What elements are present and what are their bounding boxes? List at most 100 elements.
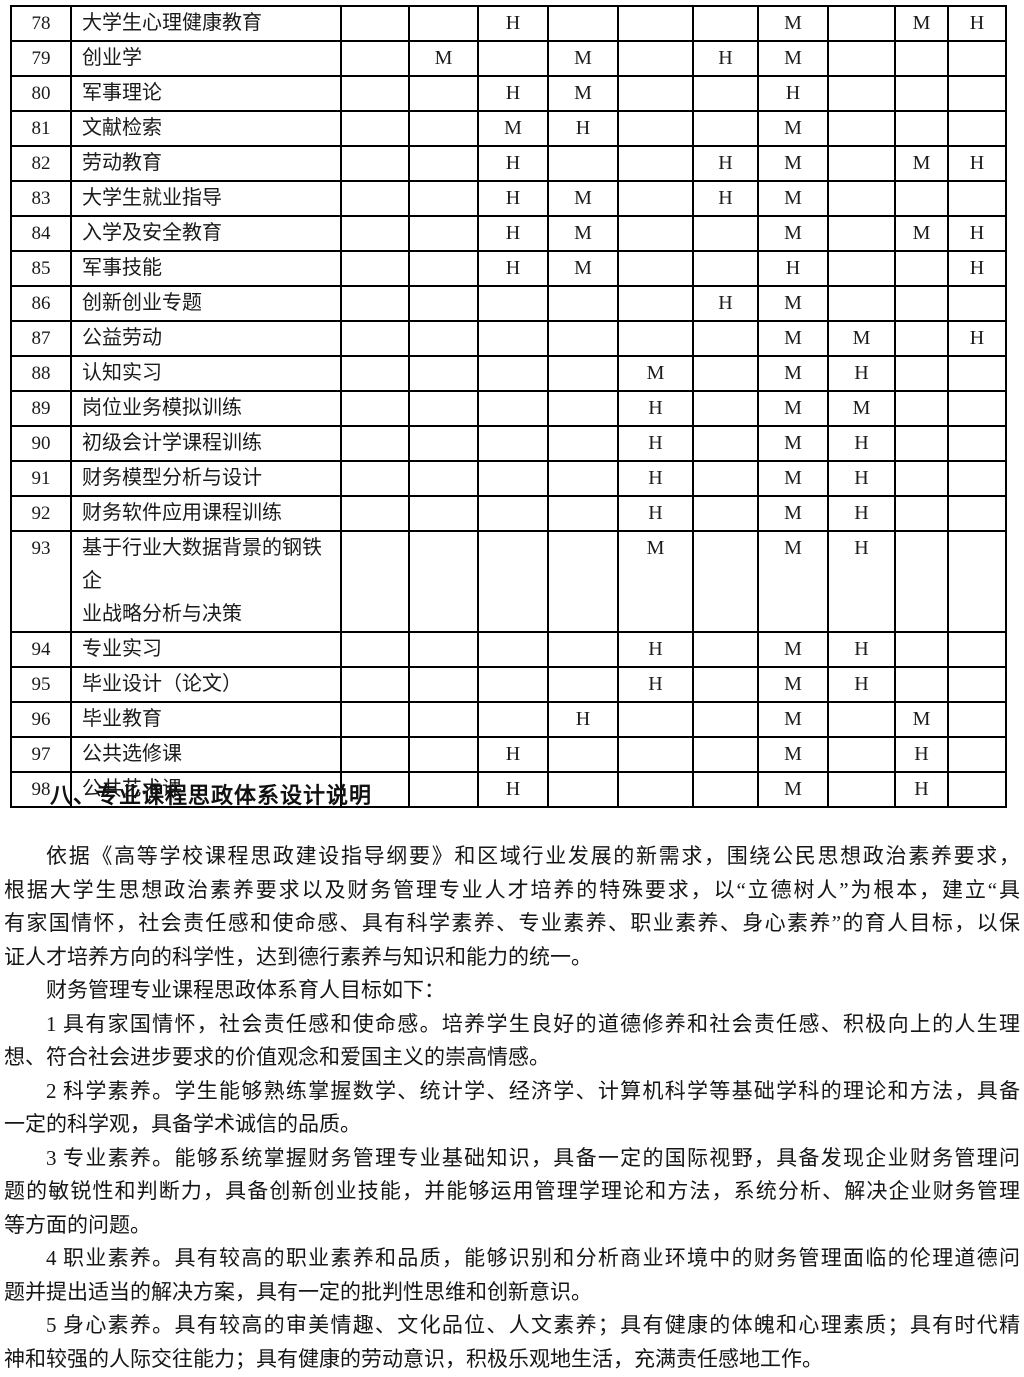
matrix-mark-cell xyxy=(340,320,410,357)
matrix-mark-cell xyxy=(617,40,694,77)
matrix-mark-cell xyxy=(408,460,479,497)
course-name-cell: 基于行业大数据背景的钢铁企 业战略分析与决策 xyxy=(70,530,342,633)
matrix-mark-cell xyxy=(894,75,949,112)
matrix-mark-cell xyxy=(617,180,694,217)
matrix-mark-cell: M xyxy=(547,180,619,217)
row-number-cell: 86 xyxy=(10,285,72,322)
matrix-mark-cell: H xyxy=(692,285,759,322)
row-number-cell: 91 xyxy=(10,460,72,497)
matrix-mark-cell xyxy=(408,180,479,217)
matrix-mark-cell xyxy=(340,701,410,738)
matrix-mark-cell: H xyxy=(477,215,549,252)
matrix-mark-cell: M xyxy=(827,320,896,357)
matrix-mark-cell xyxy=(477,40,549,77)
matrix-mark-cell xyxy=(340,666,410,703)
table-row: 90 初级会计学课程训练 H M H xyxy=(10,425,1007,462)
matrix-mark-cell xyxy=(340,355,410,392)
matrix-mark-cell xyxy=(617,771,694,808)
matrix-mark-cell xyxy=(408,250,479,287)
matrix-mark-cell xyxy=(692,495,759,532)
table-row: 89 岗位业务模拟训练 H M M xyxy=(10,390,1007,427)
matrix-mark-cell: H xyxy=(827,631,896,668)
matrix-mark-cell xyxy=(617,701,694,738)
course-name-cell: 毕业教育 xyxy=(70,701,342,738)
table-row: 92 财务软件应用课程训练 H M H xyxy=(10,495,1007,532)
matrix-mark-cell: M xyxy=(757,145,829,182)
matrix-mark-cell xyxy=(477,631,549,668)
table-row: 87 公益劳动 M M H xyxy=(10,320,1007,357)
matrix-mark-cell: M xyxy=(547,75,619,112)
matrix-mark-cell xyxy=(894,285,949,322)
matrix-mark-cell: M xyxy=(757,425,829,462)
matrix-mark-cell xyxy=(547,425,619,462)
table-row: 93 基于行业大数据背景的钢铁企 业战略分析与决策 M M H xyxy=(10,530,1007,633)
row-number-cell: 97 xyxy=(10,736,72,773)
body-text-line: 想、符合社会进步要求的价值观念和爱国主义的崇高情感。 xyxy=(4,1045,550,1069)
body-text-line: 1 具有家国情怀，社会责任感和使命感。培养学生良好的道德修养和社会责任感、积极向… xyxy=(46,1011,1020,1036)
matrix-mark-cell: H xyxy=(947,250,1007,287)
matrix-mark-cell xyxy=(477,390,549,427)
matrix-mark-cell xyxy=(692,390,759,427)
table-row: 86 创新创业专题 H M xyxy=(10,285,1007,322)
matrix-mark-cell xyxy=(408,215,479,252)
course-name-cell: 财务模型分析与设计 xyxy=(70,460,342,497)
matrix-mark-cell xyxy=(547,631,619,668)
matrix-mark-cell xyxy=(692,701,759,738)
matrix-mark-cell xyxy=(827,701,896,738)
matrix-mark-cell: H xyxy=(477,145,549,182)
matrix-mark-cell: H xyxy=(947,215,1007,252)
table-row: 91 财务模型分析与设计 H M H xyxy=(10,460,1007,497)
body-text-line: 有家国情怀，社会责任感和使命感、具有科学素养、专业素养、职业素养、身心素养”的育… xyxy=(4,911,1020,935)
matrix-mark-cell xyxy=(408,666,479,703)
course-name-cell: 创新创业专题 xyxy=(70,285,342,322)
table-row: 85 军事技能 H M H H xyxy=(10,250,1007,287)
matrix-mark-cell xyxy=(408,701,479,738)
body-text-line: 4 职业素养。具有较高的职业素养和品质，能够识别和分析商业环境中的财务管理面临的… xyxy=(46,1246,1020,1270)
row-number-cell: 92 xyxy=(10,495,72,532)
matrix-mark-cell xyxy=(340,530,410,633)
matrix-mark-cell xyxy=(617,110,694,147)
section-body: 依据《高等学校课程思政建设指导纲要》和区域行业发展的新需求，围绕公民思想政治素养… xyxy=(4,840,1020,1376)
matrix-mark-cell: H xyxy=(827,460,896,497)
matrix-mark-cell: M xyxy=(757,390,829,427)
table-row: 79 创业学 M M H M xyxy=(10,40,1007,77)
matrix-mark-cell xyxy=(408,495,479,532)
course-name-cell: 劳动教育 xyxy=(70,145,342,182)
matrix-mark-cell: M xyxy=(894,145,949,182)
matrix-mark-cell xyxy=(340,145,410,182)
matrix-mark-cell: H xyxy=(477,5,549,42)
matrix-mark-cell xyxy=(827,215,896,252)
matrix-mark-cell xyxy=(617,285,694,322)
matrix-mark-cell xyxy=(827,771,896,808)
matrix-mark-cell xyxy=(408,110,479,147)
matrix-mark-cell xyxy=(947,40,1007,77)
row-number-cell: 83 xyxy=(10,180,72,217)
matrix-mark-cell xyxy=(827,250,896,287)
table-row: 83 大学生就业指导 H M H M xyxy=(10,180,1007,217)
course-name-cell: 大学生心理健康教育 xyxy=(70,5,342,42)
matrix-mark-cell: H xyxy=(617,460,694,497)
matrix-mark-cell xyxy=(827,110,896,147)
matrix-mark-cell: H xyxy=(477,771,549,808)
course-name-cell: 专业实习 xyxy=(70,631,342,668)
matrix-mark-cell: M xyxy=(757,736,829,773)
matrix-mark-cell xyxy=(408,285,479,322)
matrix-mark-cell xyxy=(547,390,619,427)
matrix-mark-cell xyxy=(692,110,759,147)
body-text-line: 根据大学生思想政治素养要求以及财务管理专业人才培养的特殊要求，以“立德树人”为根… xyxy=(4,877,1020,902)
matrix-mark-cell xyxy=(340,285,410,322)
matrix-mark-cell xyxy=(947,390,1007,427)
matrix-mark-cell xyxy=(408,320,479,357)
matrix-mark-cell: M xyxy=(757,355,829,392)
matrix-mark-cell: M xyxy=(757,530,829,633)
row-number-cell: 89 xyxy=(10,390,72,427)
matrix-mark-cell: H xyxy=(757,75,829,112)
course-name-cell: 公共选修课 xyxy=(70,736,342,773)
matrix-mark-cell: H xyxy=(827,355,896,392)
row-number-cell: 88 xyxy=(10,355,72,392)
matrix-mark-cell xyxy=(547,495,619,532)
matrix-mark-cell: H xyxy=(617,425,694,462)
row-number-cell: 82 xyxy=(10,145,72,182)
matrix-mark-cell xyxy=(692,425,759,462)
course-name-cell: 岗位业务模拟训练 xyxy=(70,390,342,427)
